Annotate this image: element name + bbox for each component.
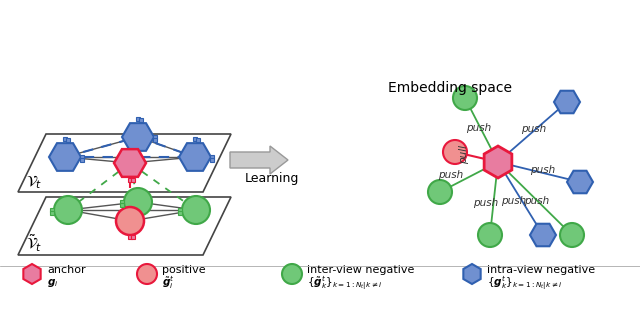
FancyBboxPatch shape xyxy=(50,208,54,212)
Text: pull: pull xyxy=(459,145,469,165)
FancyBboxPatch shape xyxy=(210,158,214,162)
FancyBboxPatch shape xyxy=(66,138,70,142)
Text: Learning: Learning xyxy=(245,172,300,185)
Circle shape xyxy=(54,196,82,224)
FancyBboxPatch shape xyxy=(50,211,54,215)
Circle shape xyxy=(124,188,152,216)
Text: push: push xyxy=(531,165,556,175)
FancyBboxPatch shape xyxy=(120,203,124,207)
FancyBboxPatch shape xyxy=(136,117,140,121)
Circle shape xyxy=(453,86,477,110)
Text: inter-view negative: inter-view negative xyxy=(307,265,414,275)
FancyBboxPatch shape xyxy=(120,200,124,204)
FancyBboxPatch shape xyxy=(139,118,143,122)
Polygon shape xyxy=(23,264,41,284)
Text: anchor: anchor xyxy=(47,265,86,275)
Circle shape xyxy=(443,140,467,164)
Text: push: push xyxy=(467,123,492,133)
FancyBboxPatch shape xyxy=(80,155,84,159)
Text: push: push xyxy=(474,198,499,208)
Text: $\{\tilde{\boldsymbol{g}}_k^t\}_{k=1:N_t|k\neq i}$: $\{\tilde{\boldsymbol{g}}_k^t\}_{k=1:N_t… xyxy=(307,274,383,292)
FancyBboxPatch shape xyxy=(131,235,135,239)
Polygon shape xyxy=(484,146,512,178)
Polygon shape xyxy=(567,171,593,193)
Text: $\boldsymbol{g}_i$: $\boldsymbol{g}_i$ xyxy=(47,277,58,289)
FancyBboxPatch shape xyxy=(178,208,182,212)
FancyBboxPatch shape xyxy=(210,155,214,159)
Polygon shape xyxy=(530,224,556,246)
Circle shape xyxy=(116,207,144,235)
Polygon shape xyxy=(179,143,211,171)
FancyBboxPatch shape xyxy=(128,178,132,182)
Polygon shape xyxy=(463,264,481,284)
Text: $\tilde{\mathcal{V}}_t$: $\tilde{\mathcal{V}}_t$ xyxy=(26,232,42,254)
Polygon shape xyxy=(49,143,81,171)
Circle shape xyxy=(478,223,502,247)
FancyBboxPatch shape xyxy=(193,137,197,141)
Circle shape xyxy=(560,223,584,247)
Text: positive: positive xyxy=(162,265,205,275)
FancyBboxPatch shape xyxy=(196,138,200,142)
Circle shape xyxy=(137,264,157,284)
FancyBboxPatch shape xyxy=(63,137,67,141)
Polygon shape xyxy=(554,91,580,113)
Text: $\tilde{\boldsymbol{g}}_i^t$: $\tilde{\boldsymbol{g}}_i^t$ xyxy=(162,275,175,291)
Text: $\mathcal{V}_t$: $\mathcal{V}_t$ xyxy=(26,173,42,191)
Polygon shape xyxy=(122,123,154,151)
Text: push: push xyxy=(438,170,463,180)
Text: intra-view negative: intra-view negative xyxy=(487,265,595,275)
Polygon shape xyxy=(230,146,288,174)
FancyBboxPatch shape xyxy=(153,135,157,139)
FancyBboxPatch shape xyxy=(131,178,135,182)
FancyBboxPatch shape xyxy=(153,138,157,142)
Text: $\{\boldsymbol{g}_k^t\}_{k=1:N_t|k\neq i}$: $\{\boldsymbol{g}_k^t\}_{k=1:N_t|k\neq i… xyxy=(487,274,563,292)
Text: push: push xyxy=(501,196,527,206)
Polygon shape xyxy=(114,149,146,177)
Circle shape xyxy=(182,196,210,224)
Circle shape xyxy=(428,180,452,204)
Text: Embedding space: Embedding space xyxy=(388,81,512,95)
FancyBboxPatch shape xyxy=(178,211,182,215)
FancyBboxPatch shape xyxy=(128,235,132,239)
Text: push: push xyxy=(522,124,547,134)
Circle shape xyxy=(282,264,302,284)
FancyBboxPatch shape xyxy=(80,158,84,162)
Text: push: push xyxy=(524,196,550,206)
